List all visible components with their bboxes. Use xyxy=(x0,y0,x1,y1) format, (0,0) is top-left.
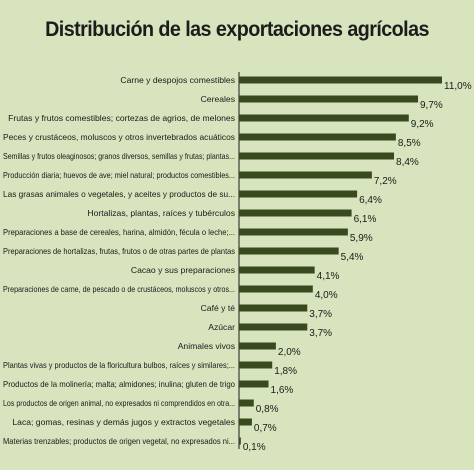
bar xyxy=(239,95,419,103)
bar xyxy=(239,323,308,331)
category-label: Los productos de origen animal, no expre… xyxy=(3,398,235,408)
value-label: 5,4% xyxy=(341,252,364,263)
bar xyxy=(239,190,358,198)
value-label: 3,7% xyxy=(309,328,332,339)
bar xyxy=(239,266,315,274)
bar xyxy=(239,399,254,407)
value-label: 5,9% xyxy=(350,233,373,244)
category-label: Las grasas animales o vegetales, y aceit… xyxy=(3,189,235,199)
category-labels: Carne y despojos comestibles Cereales Frut… xyxy=(3,75,235,446)
value-label: 6,4% xyxy=(359,195,382,206)
bar xyxy=(239,304,308,312)
bars xyxy=(239,76,442,445)
bar xyxy=(239,247,339,255)
category-label: Semillas y frutos oleaginosos; granos di… xyxy=(3,151,235,161)
bar xyxy=(239,437,241,445)
category-label: Preparaciones de hortalizas, frutas, fru… xyxy=(3,246,235,256)
value-label: 3,7% xyxy=(309,309,332,320)
value-label: 0,1% xyxy=(243,442,266,453)
value-label: 9,2% xyxy=(411,119,434,130)
chart-title: Distribución de las exportaciones agríco… xyxy=(45,18,429,41)
category-label: Cereales xyxy=(201,94,235,104)
category-label: Cacao y sus preparaciones xyxy=(131,265,235,275)
value-label: 0,8% xyxy=(256,404,279,415)
category-label: Productos de la molinería; malta; almido… xyxy=(3,379,235,389)
bar xyxy=(239,361,273,369)
category-label: Preparaciones de carne, de pescado o de … xyxy=(3,284,235,294)
bar xyxy=(239,76,442,84)
category-label: Materias trenzables; productos de origen… xyxy=(3,436,235,446)
bar xyxy=(239,285,313,293)
category-label: Azúcar xyxy=(208,322,235,332)
value-label: 0,7% xyxy=(254,423,277,434)
bar xyxy=(239,209,352,217)
category-label: Café y té xyxy=(201,303,236,313)
value-label: 4,0% xyxy=(315,290,338,301)
category-label: Plantas vivas y productos de la floricul… xyxy=(3,360,235,370)
bar xyxy=(239,114,409,122)
value-label: 4,1% xyxy=(317,271,340,282)
category-label: Peces y crustáceos, moluscos y otros inv… xyxy=(3,132,235,142)
category-label: Preparaciones a base de cereales, harina… xyxy=(3,227,235,237)
bar xyxy=(239,228,348,236)
value-label: 8,5% xyxy=(398,138,421,149)
value-label: 1,8% xyxy=(274,366,297,377)
bar xyxy=(239,171,372,179)
bar xyxy=(239,133,396,141)
category-label: Producción diaria; huevos de ave; miel n… xyxy=(3,170,235,180)
category-label: Carne y despojos comestibles xyxy=(120,75,235,85)
category-label: Animales vivos xyxy=(178,341,235,351)
value-label: 9,7% xyxy=(420,100,443,111)
value-labels: 11,0%9,7% 9,2% 8,5% 8,4% 7,2% 6,4% 6,1% 5,9% 5,4… xyxy=(243,81,472,453)
category-label: Hortalizas, plantas, raíces y tubérculos xyxy=(87,208,235,218)
category-label: Laca; gomas, resinas y demás jugos y ext… xyxy=(12,417,235,427)
value-label: 6,1% xyxy=(354,214,377,225)
value-label: 2,0% xyxy=(278,347,301,358)
bar xyxy=(239,418,252,426)
value-label: 8,4% xyxy=(396,157,419,168)
bar xyxy=(239,342,276,350)
bar xyxy=(239,380,269,388)
category-label: Frutas y frutos comestibles; cortezas de… xyxy=(8,113,235,123)
value-label: 1,6% xyxy=(271,385,294,396)
bar xyxy=(239,152,395,160)
value-label: 7,2% xyxy=(374,176,397,187)
value-label: 11,0% xyxy=(444,81,472,92)
